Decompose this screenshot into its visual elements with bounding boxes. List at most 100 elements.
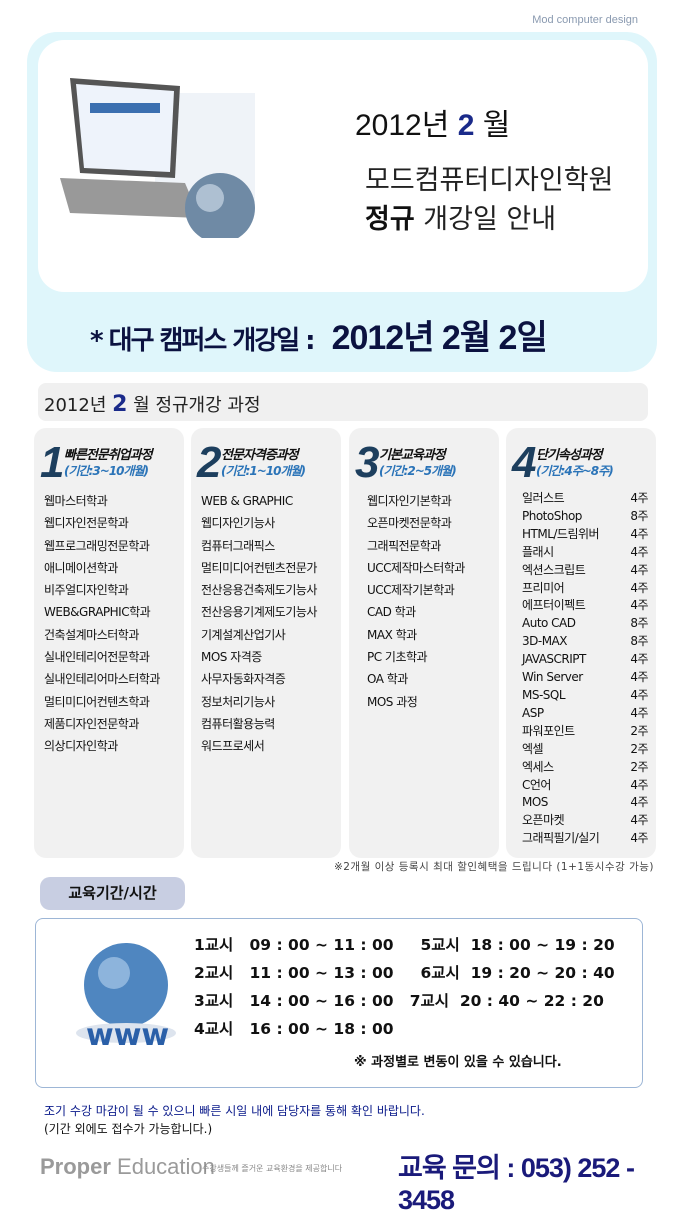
course-name: 프리미어 <box>522 580 565 595</box>
list-item: 엑션스크립트 4주 <box>522 562 648 580</box>
laptop-globe-illustration <box>60 78 255 238</box>
course-duration: 4주 <box>630 813 648 828</box>
course-number: 4 <box>512 438 537 487</box>
course-duration: 4주 <box>630 526 648 541</box>
list-item: 웹디자인기능사 <box>201 516 275 531</box>
course-name: MOS <box>522 795 548 810</box>
list-item: MS-SQL 4주 <box>522 687 648 705</box>
course-period: (기간:3~10개월) <box>64 464 149 478</box>
course-duration: 4주 <box>630 544 648 559</box>
list-item: ASP 4주 <box>522 705 648 723</box>
list-item: 컴퓨터그래픽스 <box>201 538 275 553</box>
list-item: 멀티미디어컨텐츠학과 <box>44 694 150 709</box>
list-item: 실내인테리어전문학과 <box>44 650 150 665</box>
list-item: 그래픽필기/실기 4주 <box>522 830 648 848</box>
course-duration: 4주 <box>630 831 648 846</box>
list-item: MOS 과정 <box>367 694 418 709</box>
course-duration: 4주 <box>630 652 648 667</box>
list-item: PC 기초학과 <box>367 650 428 665</box>
list-item: 엑세스 2주 <box>522 759 648 777</box>
list-item: 애니메이션학과 <box>44 560 118 575</box>
course-duration: 2주 <box>630 759 648 774</box>
list-item: MAX 학과 <box>367 627 417 642</box>
list-item: JAVASCRIPT 4주 <box>522 651 648 669</box>
course-duration: 2주 <box>630 741 648 756</box>
course-name: 파워포인트 <box>522 723 575 738</box>
list-item: Win Server 4주 <box>522 669 648 687</box>
course-name: 에프터이펙트 <box>522 598 586 613</box>
schedule-row: 4교시 16 : 00 ~ 18 : 00 <box>194 1020 394 1038</box>
course-name: HTML/드림위버 <box>522 526 600 541</box>
course-title: 전문자격증과정 <box>221 448 299 463</box>
list-item: MOS 자격증 <box>201 650 262 665</box>
list-item: OA 학과 <box>367 672 408 687</box>
contact-phone: 교육 문의 : 053) 252 - 3458 <box>398 1153 635 1215</box>
footer-notice: 조기 수강 마감이 될 수 있으니 빠른 시일 내에 담당자를 통해 확인 바랍… <box>44 1104 425 1118</box>
course-duration: 2주 <box>630 723 648 738</box>
course-name: 그래픽필기/실기 <box>522 831 600 846</box>
course-title: 빠른전문취업과정 <box>64 448 153 463</box>
list-item: 전산응용건축제도기능사 <box>201 583 317 598</box>
list-item: 프리미어 4주 <box>522 580 648 598</box>
list-item: 그래픽전문학과 <box>367 538 441 553</box>
course-name: 일러스트 <box>522 491 565 505</box>
list-item: 엑셀 2주 <box>522 741 648 759</box>
course-duration: 4주 <box>630 777 648 792</box>
course-column-2: 2 전문자격증과정 (기간:1~10개월) WEB & GRAPHIC 웹디자인기… <box>191 428 341 858</box>
list-item: 워드프로세서 <box>201 739 265 754</box>
list-item: UCC제작기본학과 <box>367 583 455 598</box>
course-duration: 8주 <box>630 634 648 649</box>
course-name: JAVASCRIPT <box>522 652 586 667</box>
list-item: WEB & GRAPHIC <box>201 494 293 508</box>
course-name: 엑세스 <box>522 759 554 774</box>
course-duration: 4주 <box>630 580 648 595</box>
course-title: 단기속성과정 <box>536 448 603 463</box>
list-item: 웹마스터학과 <box>44 494 108 508</box>
list-item: Auto CAD 8주 <box>522 615 648 633</box>
list-item: PhotoShop 8주 <box>522 508 648 526</box>
course-name: 엑션스크립트 <box>522 562 586 577</box>
course-column-3: 3 기본교육과정 (기간:2~5개월) 웹디자인기본학과 오픈마켓전문학과 그래픽전… <box>349 428 499 858</box>
course-duration: 4주 <box>630 562 648 577</box>
course-items: 일러스트 4주 PhotoShop 8주 HTML/드림위버 4주 플래시 4주 엑션스크립트 4… <box>522 490 648 848</box>
course-duration: 4주 <box>630 491 648 505</box>
course-duration: 4주 <box>630 687 648 702</box>
course-name: Auto CAD <box>522 616 576 631</box>
course-number: 3 <box>355 438 380 487</box>
list-item: 멀티미디어컨텐츠전문가 <box>201 560 317 575</box>
logo-tagline: 수강생들께 즐거운 교육환경을 제공합니다 <box>202 1164 343 1173</box>
course-number: 2 <box>197 438 222 487</box>
list-item: 웹디자인기본학과 <box>367 494 452 508</box>
course-column-4: 4 단기속성과정 (기간:4주~8주) 일러스트 4주 PhotoShop 8주 HTM… <box>506 428 656 858</box>
course-name: 오픈마켓 <box>522 813 565 828</box>
list-item: 전산응용기계제도기능사 <box>201 605 317 620</box>
course-name: ASP <box>522 705 544 720</box>
www-globe-icon: www <box>76 943 176 1053</box>
list-item: 에프터이펙트 4주 <box>522 597 648 615</box>
brand-label: Mod computer design <box>532 14 638 26</box>
proper-education-logo: Proper Education <box>40 1154 215 1179</box>
list-item: 사무자동화자격증 <box>201 672 286 687</box>
list-item: 정보처리기능사 <box>201 694 275 709</box>
list-item: 웹프로그래밍전문학과 <box>44 538 150 553</box>
course-name: 3D-MAX <box>522 634 568 649</box>
list-item: 플래시 4주 <box>522 544 648 562</box>
course-duration: 8주 <box>630 616 648 631</box>
school-name: 모드컴퓨터디자인학원 <box>365 165 614 196</box>
course-name: PhotoShop <box>522 508 582 523</box>
schedule-row: 3교시 14 : 00 ~ 16 : 00 7교시 20 : 40 ~ 22 :… <box>194 992 604 1010</box>
list-item: 의상디자인학과 <box>44 739 118 754</box>
course-items: 웹마스터학과 웹디자인전문학과 웹프로그래밍전문학과 애니메이션학과 비주얼디자인학과 W… <box>44 490 160 758</box>
list-item: 기계설계산업기사 <box>201 627 286 642</box>
list-item: 일러스트 4주 <box>522 490 648 508</box>
footer-notice-2: (기간 외에도 접수가 가능합니다.) <box>44 1122 213 1136</box>
course-name: Win Server <box>522 670 583 685</box>
course-duration: 4주 <box>630 705 648 720</box>
schedule-box: www 1교시 09 : 00 ~ 11 : 00 5교시 18 : 00 ~ … <box>35 918 643 1088</box>
list-item: 오픈마켓 4주 <box>522 812 648 830</box>
list-item: 오픈마켓전문학과 <box>367 516 452 531</box>
course-column-1: 1 빠른전문취업과정 (기간:3~10개월) 웹마스터학과 웹디자인전문학과 웹프로… <box>34 428 184 858</box>
discount-note: ※2개월 이상 등록시 최대 할인혜택을 드립니다 (1+1동시수강 가능) <box>333 861 654 873</box>
course-name: 플래시 <box>522 544 554 559</box>
list-item: WEB&GRAPHIC학과 <box>44 605 151 620</box>
